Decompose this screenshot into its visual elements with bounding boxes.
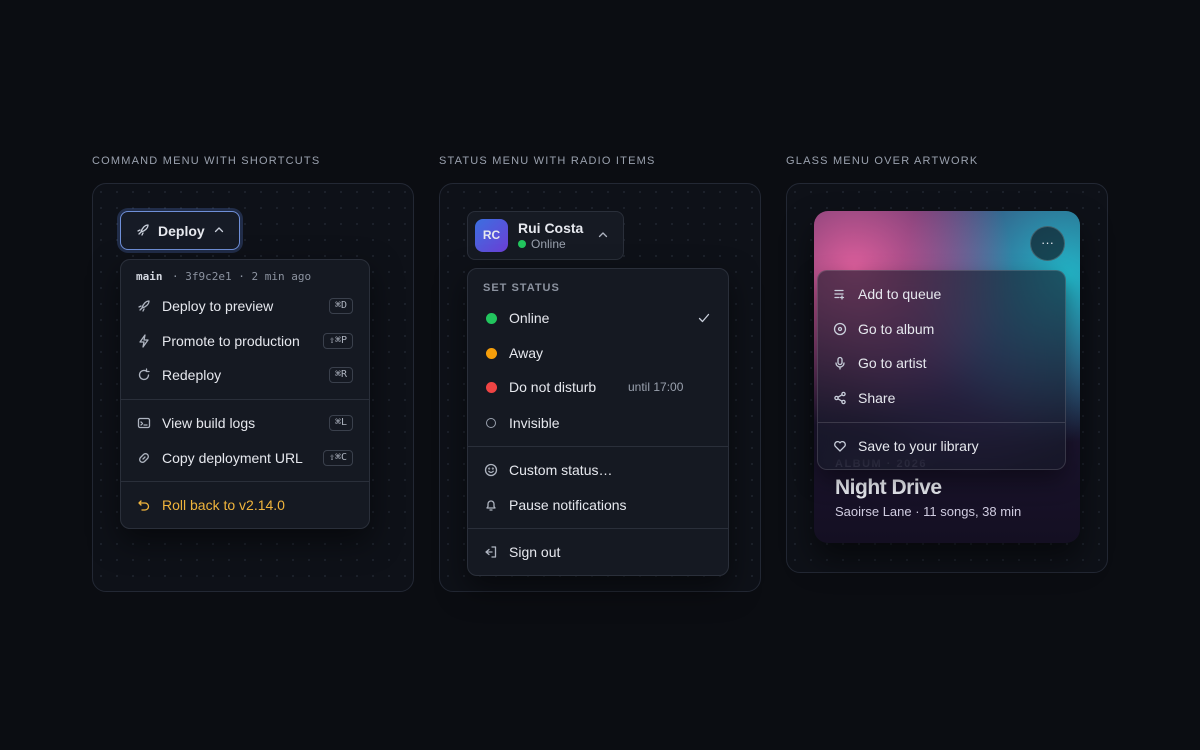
more-button[interactable]: ··· [1030,226,1065,261]
branch: main [136,270,163,283]
item-label: Go to artist [858,355,927,371]
separator [818,422,1065,423]
user-name: Rui Costa [518,220,584,236]
status-dot [486,313,497,324]
status-dot [518,240,526,248]
trigger-label: Deploy [158,223,205,239]
shortcut: ⌘D [328,298,353,314]
item-label: Deploy to preview [162,298,274,314]
album-title: Night Drive [835,476,942,499]
icon [834,289,845,300]
icon [486,500,496,511]
commit-meta: · 3f9c2e1 · 2 min ago [172,270,312,283]
separator [468,446,728,447]
status-dot [486,348,497,359]
icon [833,322,847,336]
icon [698,313,710,323]
status-note: until 17:00 [628,380,684,394]
action-label: Custom status… [509,462,613,478]
separator [468,528,728,529]
glass-menu [817,270,1066,470]
status-label: Do not disturb [509,379,597,395]
caption: COMMAND MENU WITH SHORTCUTS [92,155,321,167]
section-label: SET STATUS [483,282,560,294]
icon [138,500,150,511]
icon [137,224,149,236]
item-label: Go to album [858,321,935,337]
item-label: View build logs [162,415,256,431]
status-label: Online [509,310,550,326]
icon [214,227,224,233]
separator [121,481,369,482]
item-label: Copy deployment URL [162,450,303,466]
caption: GLASS MENU OVER ARTWORK [786,155,979,167]
icon [834,391,846,405]
shortcut: ⇧⌘C [322,450,353,466]
user-status: Online [531,237,566,251]
item-label: Share [858,390,896,406]
save-label: Save to your library [858,438,979,454]
item-label: Redeploy [162,367,222,383]
icon [138,300,150,312]
action-label: Pause notifications [509,497,627,513]
sign-out-label: Sign out [509,544,561,560]
shortcut: ⇧⌘P [322,333,353,349]
album-byline: Saoirse Lane · 11 songs, 38 min [835,504,1022,519]
icon [485,546,497,558]
icon [834,440,846,452]
item-label: Promote to production [162,333,300,349]
status-dot [486,418,496,428]
icon [139,453,149,463]
status-dot [486,382,497,393]
icon [137,417,151,429]
menu [120,259,370,529]
icon [484,463,498,477]
item-label: Add to queue [858,286,942,302]
separator [121,399,369,400]
shortcut: ⌘L [328,415,353,431]
status-label: Invisible [509,415,560,431]
icon [835,356,845,370]
shortcut: ⌘R [328,367,353,383]
avatar: RC [475,219,508,252]
caption: STATUS MENU WITH RADIO ITEMS [439,155,656,167]
icon [598,232,608,238]
rollback-label: Roll back to v2.14.0 [162,497,285,513]
menu [467,268,729,576]
status-label: Away [509,345,543,361]
icon [138,368,150,381]
icon [139,334,149,348]
